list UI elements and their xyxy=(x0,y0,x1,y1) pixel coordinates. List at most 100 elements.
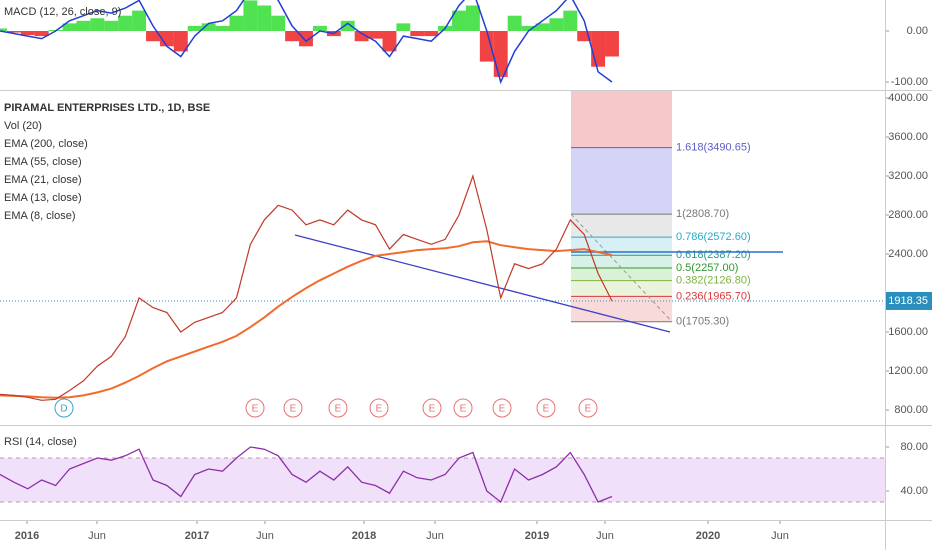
event-label: E xyxy=(499,404,506,415)
indicator-label: EMA (8, close) xyxy=(4,210,76,222)
time-label: 2017 xyxy=(185,530,209,542)
macd-histogram-bar xyxy=(146,31,160,42)
last-price-badge xyxy=(886,291,932,310)
fib-label: 0.786(2572.60) xyxy=(676,231,751,243)
time-label: 2018 xyxy=(352,530,376,542)
fib-zone xyxy=(571,296,672,322)
macd-line xyxy=(0,0,613,85)
macd-histogram-bar xyxy=(535,23,550,31)
macd-histogram-bar xyxy=(173,31,188,52)
event-marker xyxy=(492,398,512,418)
ema-200-line xyxy=(0,240,613,399)
macd-histogram-bar xyxy=(605,31,619,57)
axis-label: -100.00 xyxy=(891,76,928,88)
axis-label: 80.00 xyxy=(900,441,928,453)
macd-histogram-bar xyxy=(229,15,244,31)
axis-label: 1600.00 xyxy=(888,326,928,338)
macd-histogram-bar xyxy=(215,25,230,31)
macd-histogram-bar xyxy=(257,5,272,31)
macd-histogram-bar xyxy=(104,20,119,31)
time-label: Jun xyxy=(426,530,444,542)
event-marker xyxy=(245,398,265,418)
macd-histogram-bar xyxy=(354,31,369,42)
fib-zone xyxy=(571,91,672,148)
indicator-label: EMA (200, close) xyxy=(4,138,88,150)
macd-histogram-bar xyxy=(382,31,397,52)
last-price-label: 1918.35 xyxy=(888,295,928,307)
time-label: 2019 xyxy=(525,530,549,542)
axis-label: 0.00 xyxy=(907,25,928,37)
fib-label: 1.618(3490.65) xyxy=(676,142,751,154)
macd-histogram-bar xyxy=(299,31,313,47)
time-label: 2020 xyxy=(696,530,720,542)
time-label: Jun xyxy=(256,530,274,542)
event-label: E xyxy=(252,404,259,415)
macd-label: MACD (12, 26, close, 9) xyxy=(4,6,121,18)
fib-label: 0.236(1965.70) xyxy=(676,290,751,302)
macd-histogram-bar xyxy=(0,28,7,31)
macd-histogram-bar xyxy=(76,20,91,31)
fib-zone xyxy=(571,147,672,215)
axis-label: 2800.00 xyxy=(888,209,928,221)
fib-zone xyxy=(571,255,672,268)
axis-label: 2400.00 xyxy=(888,248,928,260)
fib-label: 0(1705.30) xyxy=(676,316,729,328)
event-label: D xyxy=(60,404,67,415)
time-label: Jun xyxy=(596,530,614,542)
fib-label: 0.5(2257.00) xyxy=(676,262,738,274)
axis-label: 4000.00 xyxy=(888,92,928,104)
macd-histogram-bar xyxy=(90,18,105,31)
event-label: E xyxy=(335,404,342,415)
axis-label: 1200.00 xyxy=(888,365,928,377)
fib-zone xyxy=(571,214,672,238)
macd-histogram-bar xyxy=(396,23,411,31)
macd-histogram-bar xyxy=(465,5,480,31)
rsi-label: RSI (14, close) xyxy=(4,436,77,448)
fib-label: 1(2808.70) xyxy=(676,208,729,220)
event-label: E xyxy=(585,404,592,415)
macd-histogram-bar xyxy=(368,31,383,39)
event-marker xyxy=(536,398,556,418)
macd-histogram-bar xyxy=(479,31,494,62)
macd-histogram-bar xyxy=(577,31,592,42)
fib-trend xyxy=(570,213,673,323)
indicator-label: EMA (55, close) xyxy=(4,156,82,168)
event-label: E xyxy=(460,404,467,415)
macd-histogram-bar xyxy=(271,15,286,31)
macd-histogram-bar xyxy=(507,15,522,31)
indicator-label: EMA (13, close) xyxy=(4,192,82,204)
event-label: E xyxy=(543,404,550,415)
macd-histogram-bar xyxy=(34,31,49,37)
trendline xyxy=(294,234,671,333)
indicator-label: Vol (20) xyxy=(4,120,42,132)
axis-label: 3200.00 xyxy=(888,170,928,182)
time-label: Jun xyxy=(88,530,106,542)
macd-histogram-bar xyxy=(118,15,133,31)
event-marker xyxy=(54,398,74,418)
macd-histogram-bar xyxy=(424,31,439,37)
macd-histogram-bar xyxy=(62,23,77,31)
event-marker xyxy=(369,398,389,418)
macd-histogram-bar xyxy=(340,20,355,31)
axis-label: 800.00 xyxy=(894,404,928,416)
macd-histogram-bar xyxy=(312,25,327,31)
macd-histogram-bar xyxy=(6,31,21,33)
rsi-band xyxy=(0,458,885,502)
event-marker xyxy=(283,398,303,418)
event-marker xyxy=(453,398,473,418)
time-label: Jun xyxy=(771,530,789,542)
macd-histogram-bar xyxy=(563,10,578,31)
macd-histogram-bar xyxy=(549,18,564,31)
event-label: E xyxy=(376,404,383,415)
axis-label: 40.00 xyxy=(900,485,928,497)
time-label: 2016 xyxy=(15,530,39,542)
fib-label: 0.382(2126.80) xyxy=(676,275,751,287)
fib-zone xyxy=(571,267,672,281)
event-label: E xyxy=(429,404,436,415)
macd-histogram-bar xyxy=(521,25,536,31)
macd-histogram-bar xyxy=(591,31,606,67)
indicator-label: EMA (21, close) xyxy=(4,174,82,186)
macd-histogram-bar xyxy=(493,31,508,77)
fib-label: 0.618(2387.20) xyxy=(676,249,751,261)
